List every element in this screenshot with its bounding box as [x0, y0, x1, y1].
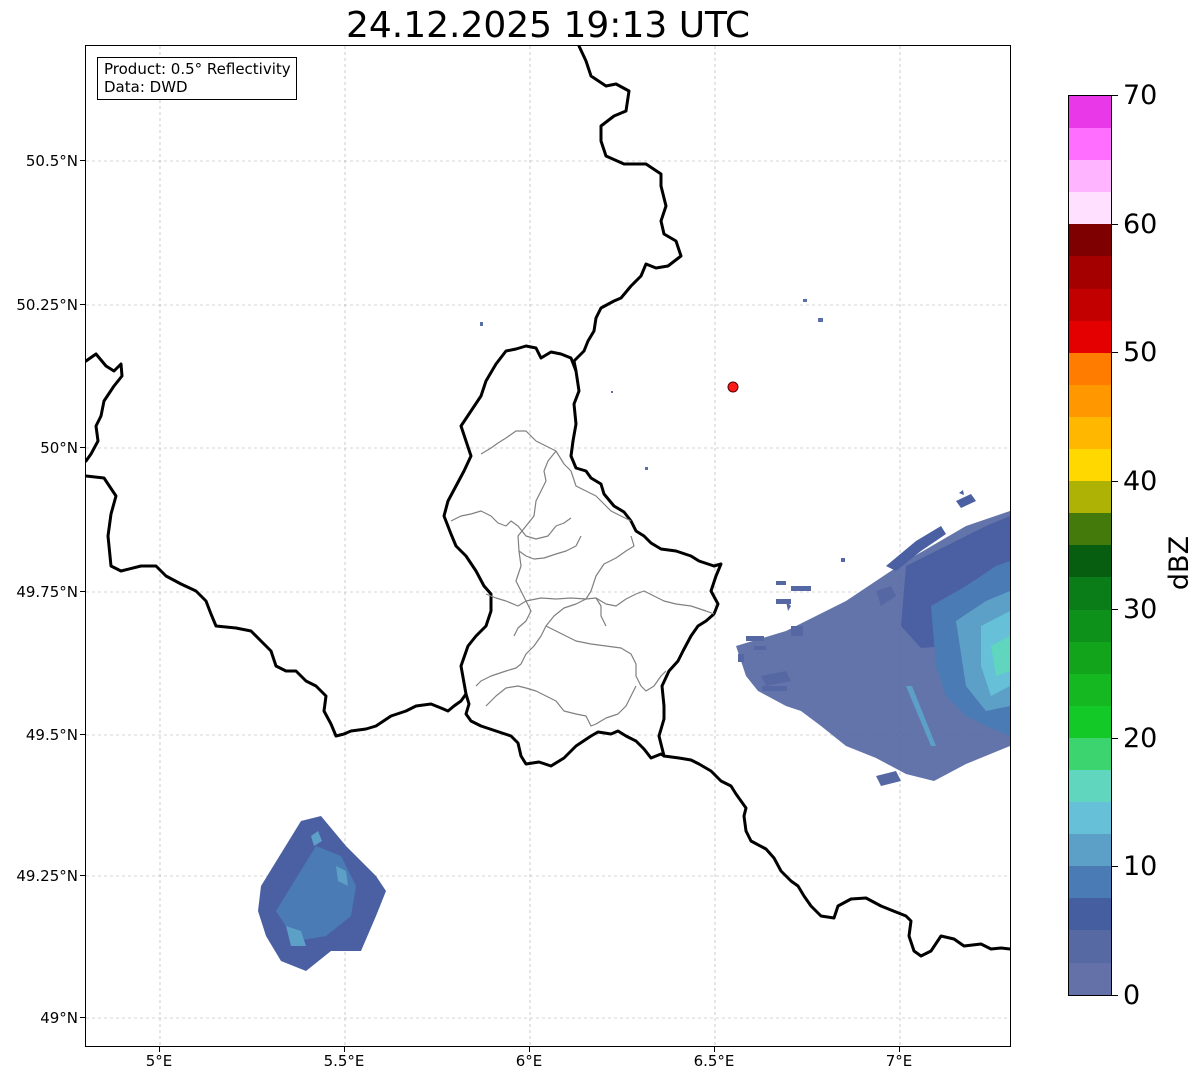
colorbar-segment	[1069, 898, 1111, 931]
colorbar-tick-label: 40	[1123, 466, 1158, 497]
colorbar-segment	[1069, 224, 1111, 257]
product-info-box: Product: 0.5° Reflectivity Data: DWD	[97, 57, 297, 100]
colorbar-segment	[1069, 513, 1111, 546]
colorbar	[1068, 95, 1112, 996]
colorbar-tick-label: 50	[1123, 337, 1158, 368]
lon-tick-label: 5.5°E	[323, 1052, 365, 1070]
colorbar-unit-label: dBZ	[1164, 535, 1195, 591]
district-boundaries	[450, 430, 715, 727]
colorbar-segment	[1069, 320, 1111, 353]
lat-tick-label: 49.5°N	[25, 726, 78, 744]
colorbar-tick-label: 60	[1123, 209, 1158, 240]
lon-tick-label: 5°E	[145, 1052, 173, 1070]
colorbar-segment	[1069, 416, 1111, 450]
colorbar-segment	[1069, 481, 1111, 514]
lat-tick-label: 49°N	[40, 1009, 78, 1027]
colorbar-segment	[1069, 160, 1111, 193]
colorbar-tick-label: 30	[1123, 594, 1158, 625]
colorbar-segment	[1069, 866, 1111, 899]
lon-tick-label: 7°E	[885, 1052, 913, 1070]
colorbar-segment	[1069, 673, 1111, 706]
colorbar-segment	[1069, 962, 1111, 995]
precip-echo-southwest	[258, 816, 386, 971]
precip-echo-scattered	[480, 299, 823, 470]
colorbar-segment	[1069, 705, 1111, 738]
colorbar-segment	[1069, 769, 1111, 803]
colorbar-segment	[1069, 834, 1111, 867]
radar-map	[85, 45, 1011, 1047]
lat-tick-label: 50.5°N	[25, 152, 78, 170]
colorbar-segment	[1069, 384, 1111, 417]
lat-tick-label: 49.25°N	[16, 867, 78, 885]
colorbar-segment	[1069, 288, 1111, 321]
lon-tick-label: 6.5°E	[693, 1052, 735, 1070]
colorbar-segment	[1069, 192, 1111, 225]
data-source-label: Data: DWD	[104, 78, 188, 96]
colorbar-segment	[1069, 352, 1111, 385]
product-label: Product: 0.5° Reflectivity	[104, 60, 291, 78]
colorbar-segment	[1069, 930, 1111, 963]
colorbar-tick-label: 70	[1123, 80, 1158, 111]
lat-tick-label: 49.75°N	[16, 583, 78, 601]
colorbar-tick-label: 20	[1123, 723, 1158, 754]
colorbar-segment	[1069, 256, 1111, 289]
country-borders	[86, 46, 1010, 958]
colorbar-tick-label: 10	[1123, 851, 1158, 882]
gridlines	[86, 46, 1010, 1046]
colorbar-segment	[1069, 545, 1111, 578]
colorbar-segment	[1069, 737, 1111, 770]
lat-tick-label: 50.25°N	[16, 296, 78, 314]
colorbar-segment	[1069, 577, 1111, 610]
map-canvas	[86, 46, 1010, 1046]
colorbar-segment	[1069, 96, 1111, 129]
precip-echo-east	[736, 490, 1010, 786]
map-title: 24.12.2025 19:13 UTC	[345, 5, 751, 46]
radar-site-marker	[727, 381, 739, 393]
lon-tick-label: 6°E	[515, 1052, 543, 1070]
colorbar-segment	[1069, 449, 1111, 482]
colorbar-segment	[1069, 128, 1111, 161]
colorbar-segment	[1069, 802, 1111, 835]
lat-tick-label: 50°N	[40, 439, 78, 457]
colorbar-segment	[1069, 641, 1111, 674]
colorbar-tick-label: 0	[1123, 980, 1141, 1011]
colorbar-segment	[1069, 609, 1111, 642]
